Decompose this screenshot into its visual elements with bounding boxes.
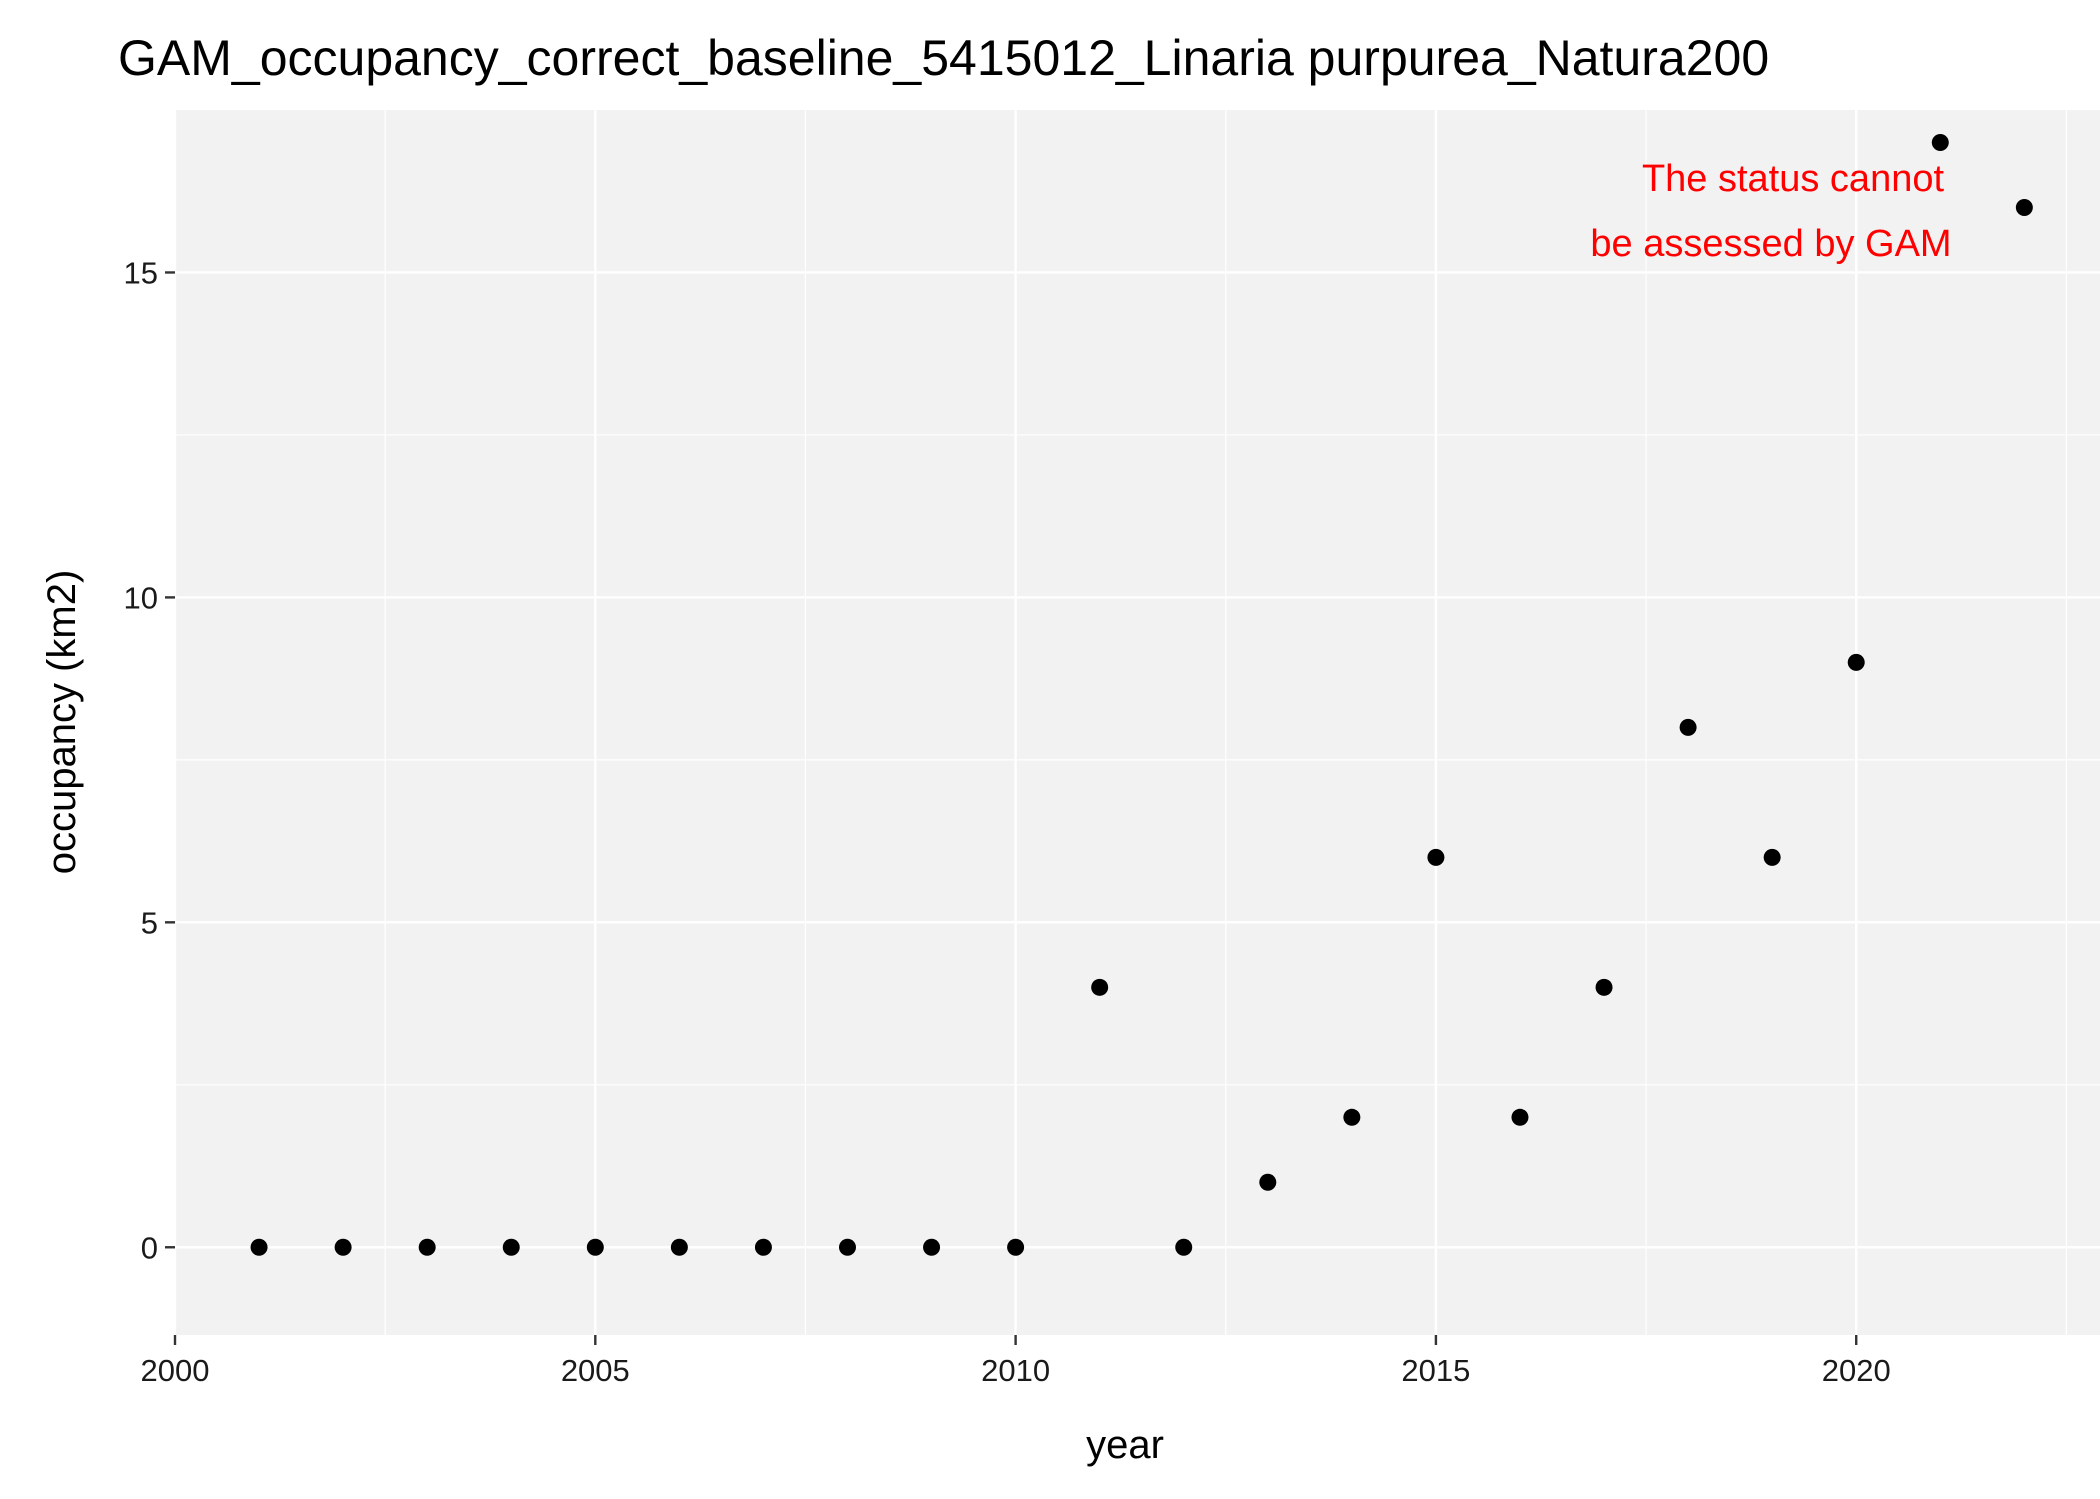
data-point (586, 1238, 604, 1256)
data-point (1427, 848, 1445, 866)
y-tick-label: 10 (124, 580, 158, 615)
major-gridlines (173, 110, 2100, 1335)
data-point (502, 1238, 520, 1256)
annotation-line-2: be assessed by GAM (1590, 223, 1951, 265)
y-tick-label: 5 (141, 905, 158, 940)
x-tick-label: 2015 (1401, 1353, 1470, 1388)
data-point (1007, 1238, 1025, 1256)
data-point (1511, 1108, 1529, 1126)
data-point (1847, 653, 1865, 671)
x-tick-label: 2000 (141, 1353, 210, 1388)
data-point (670, 1238, 688, 1256)
y-axis-ticks: 0 5 10 15 (124, 255, 175, 1265)
data-point (1259, 1173, 1277, 1191)
data-point (1091, 978, 1109, 996)
data-point (838, 1238, 856, 1256)
minor-gridlines (175, 110, 2100, 1335)
data-point (923, 1238, 941, 1256)
x-tick-label: 2020 (1822, 1353, 1891, 1388)
data-point (418, 1238, 436, 1256)
status-annotation: The status cannot be assessed by GAM (1590, 158, 1951, 265)
data-point (1679, 718, 1697, 736)
data-point (1343, 1108, 1361, 1126)
data-point (2015, 198, 2033, 216)
y-axis-title: occupancy (km2) (40, 570, 84, 875)
data-points (250, 133, 2033, 1256)
plot-panel (175, 110, 2100, 1335)
x-axis-ticks: 2000 2005 2010 2015 2020 (141, 1335, 1891, 1388)
data-point (250, 1238, 268, 1256)
data-point (1175, 1238, 1193, 1256)
chart-title: GAM_occupancy_correct_baseline_5415012_L… (118, 30, 1769, 86)
data-point (1595, 978, 1613, 996)
data-point (1763, 848, 1781, 866)
data-point (1931, 133, 1949, 151)
data-point (334, 1238, 352, 1256)
annotation-line-1: The status cannot (1642, 158, 1945, 200)
y-tick-label: 0 (141, 1230, 158, 1265)
data-point (754, 1238, 772, 1256)
x-tick-label: 2010 (981, 1353, 1050, 1388)
x-tick-label: 2005 (561, 1353, 630, 1388)
x-axis-title: year (1086, 1423, 1164, 1467)
y-tick-label: 15 (124, 255, 158, 290)
